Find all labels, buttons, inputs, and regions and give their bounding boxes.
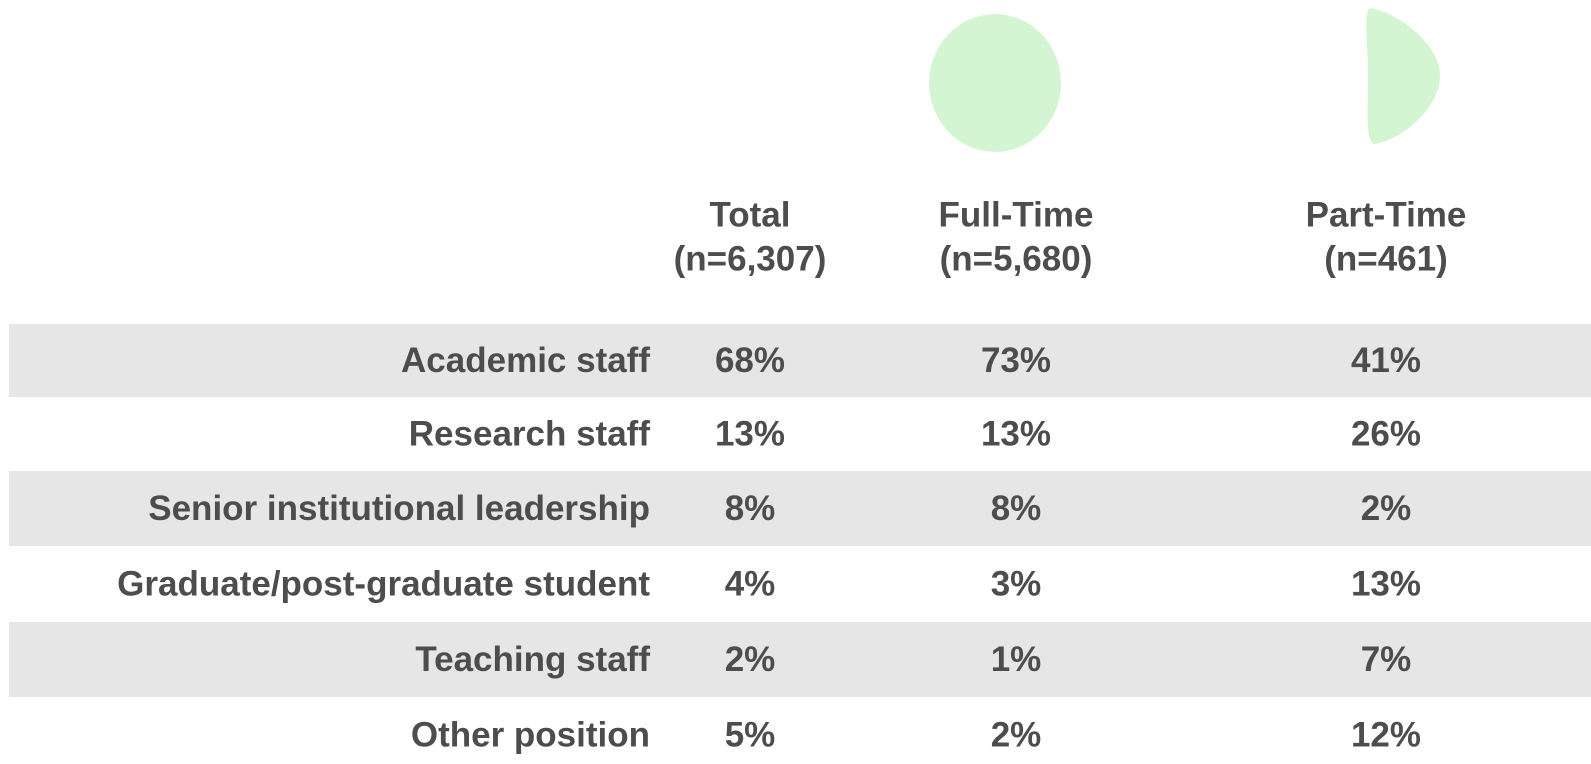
cell: 8% [725,489,776,528]
cell: 68% [715,341,785,380]
row-label: Senior institutional leadership [148,489,650,528]
cell: 1% [991,640,1042,679]
column-count: (n=6,307) [674,239,827,278]
cell: 26% [1351,414,1421,453]
column-header: Total [709,195,790,234]
cell: 3% [991,564,1042,603]
row-label: Research staff [409,414,651,453]
cell: 8% [991,489,1042,528]
part-time-icon [1366,8,1440,144]
row-label: Other position [411,715,650,754]
cell: 73% [981,341,1051,380]
cell: 13% [981,414,1051,453]
cell: 5% [725,715,776,754]
cell: 12% [1351,715,1421,754]
cell: 7% [1361,640,1412,679]
row-band [9,622,1591,697]
cell: 4% [725,564,776,603]
row-label: Teaching staff [415,640,650,679]
row-label: Graduate/post-graduate student [117,564,650,603]
column-count: (n=461) [1324,239,1448,278]
cell: 2% [991,715,1042,754]
cell: 2% [725,640,776,679]
cell: 13% [1351,564,1421,603]
column-header: Part-Time [1306,195,1467,234]
cell: 13% [715,414,785,453]
row-band [9,471,1591,546]
cell: 2% [1361,489,1412,528]
row-band [9,324,1591,397]
cell: 41% [1351,341,1421,380]
column-header: Full-Time [939,195,1094,234]
column-count: (n=5,680) [940,239,1093,278]
full-time-icon [929,14,1061,152]
row-label: Academic staff [401,341,650,380]
